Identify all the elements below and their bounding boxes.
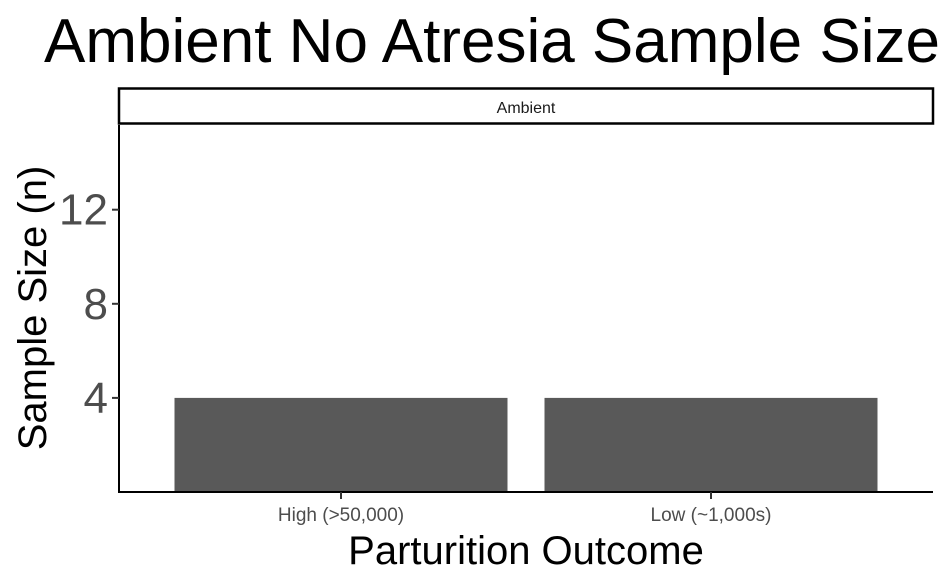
x-tick-label-1: Low (~1,000s)	[651, 505, 772, 526]
y-tick-label-2: 12	[59, 186, 108, 235]
y-tick-label-1: 8	[84, 280, 108, 329]
facet-strip	[117, 87, 935, 125]
bar-1	[544, 397, 878, 492]
y-tick-label-0: 4	[84, 374, 108, 423]
y-axis-title: Sample Size (n)	[11, 166, 55, 451]
x-ticks: High (>50,000) Low (~1,000s)	[278, 492, 772, 526]
facet-strip-label: Ambient	[497, 100, 556, 117]
chart-title: Ambient No Atresia Sample Size	[44, 7, 940, 76]
x-tick-label-0: High (>50,000)	[278, 505, 404, 526]
bar-0	[174, 397, 508, 492]
y-ticks: 4 8 12	[59, 186, 119, 423]
bars-layer	[174, 397, 878, 492]
x-axis-title: Parturition Outcome	[348, 529, 704, 573]
